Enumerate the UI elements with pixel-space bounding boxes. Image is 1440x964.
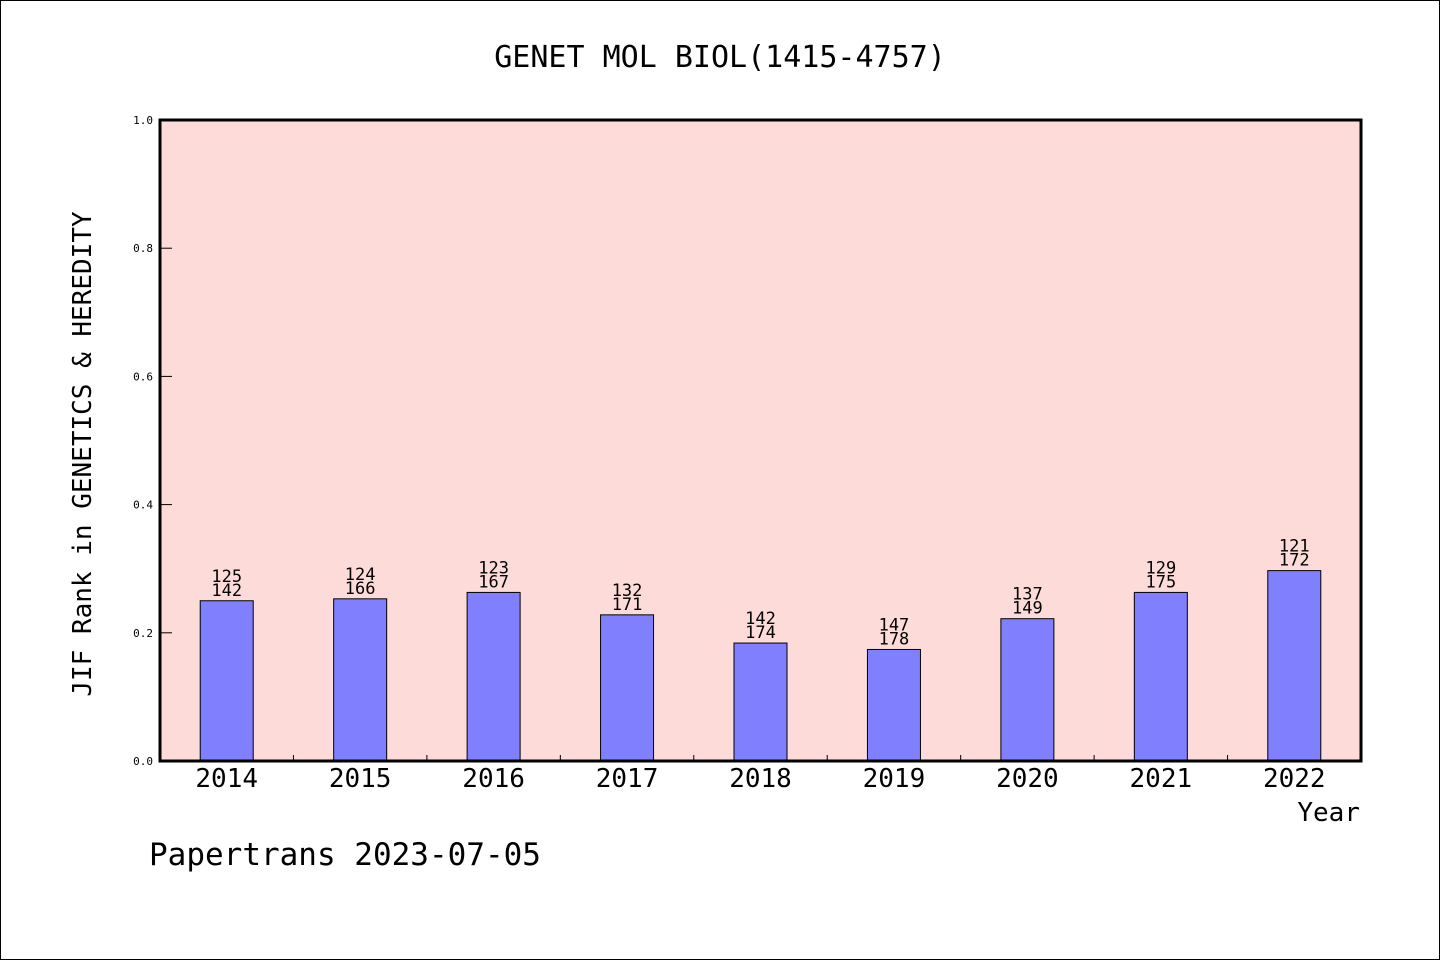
x-tick-label: 2016 [462,764,525,794]
footer-text: Papertrans 2023-07-05 [149,837,541,873]
bar-2017 [600,614,655,762]
x-tick-label: 2014 [195,764,258,794]
axis-ticks: 0.0 0.2 0.4 0.6 0.8 1.0 2014 2015 2016 2017 2018 20… [133,114,1325,794]
y-tick-label: 0.2 [133,627,153,640]
x-axis-label: Year [1297,798,1360,828]
x-tick-label: 2018 [729,764,792,794]
x-tick-label: 2020 [996,764,1059,794]
bar-2015 [333,598,388,762]
bar-2021 [1133,591,1188,762]
bar-2020 [1000,618,1055,762]
data-label-bottom: 171 [612,595,643,615]
bar-2016 [466,591,521,762]
x-tick-label: 2021 [1130,764,1193,794]
data-label-bottom: 178 [879,629,910,649]
y-tick-label: 1.0 [133,114,153,127]
y-tick-label: 0.6 [133,370,153,383]
data-label-bottom: 142 [211,581,242,601]
data-label-top: 132 [612,581,643,601]
data-label-top: 147 [879,615,910,635]
x-tick-label: 2015 [329,764,392,794]
bar-2014 [199,600,254,762]
data-label-top: 121 [1279,537,1310,557]
chart-title: GENET MOL BIOL(1415-4757) [494,40,946,75]
y-axis-label: JIF Rank in GENETICS & HEREDITY [68,211,98,697]
data-label-bottom: 174 [745,623,776,643]
bars [199,570,1322,762]
x-tick-label: 2022 [1263,764,1326,794]
y-tick-label: 0.8 [133,242,153,255]
data-label-bottom: 166 [345,579,376,599]
data-label-top: 137 [1012,585,1043,605]
bar-2019 [866,648,921,762]
data-label-top: 129 [1145,558,1176,578]
y-tick-label: 0.4 [133,499,153,512]
plot-border [158,118,1363,763]
x-tick-label: 2017 [596,764,659,794]
data-label-bottom: 149 [1012,599,1043,619]
x-tick-label: 2019 [863,764,926,794]
data-label-top: 123 [478,558,509,578]
data-label-bottom: 172 [1279,551,1310,571]
data-label-bottom: 175 [1145,572,1176,592]
bar-2018 [733,642,788,762]
bar-2022 [1267,570,1322,762]
data-label-top: 124 [345,565,376,585]
data-label-top: 125 [211,567,242,587]
y-tick-label: 0.0 [133,755,153,768]
data-label-top: 142 [745,609,776,629]
data-label-bottom: 167 [478,572,509,592]
